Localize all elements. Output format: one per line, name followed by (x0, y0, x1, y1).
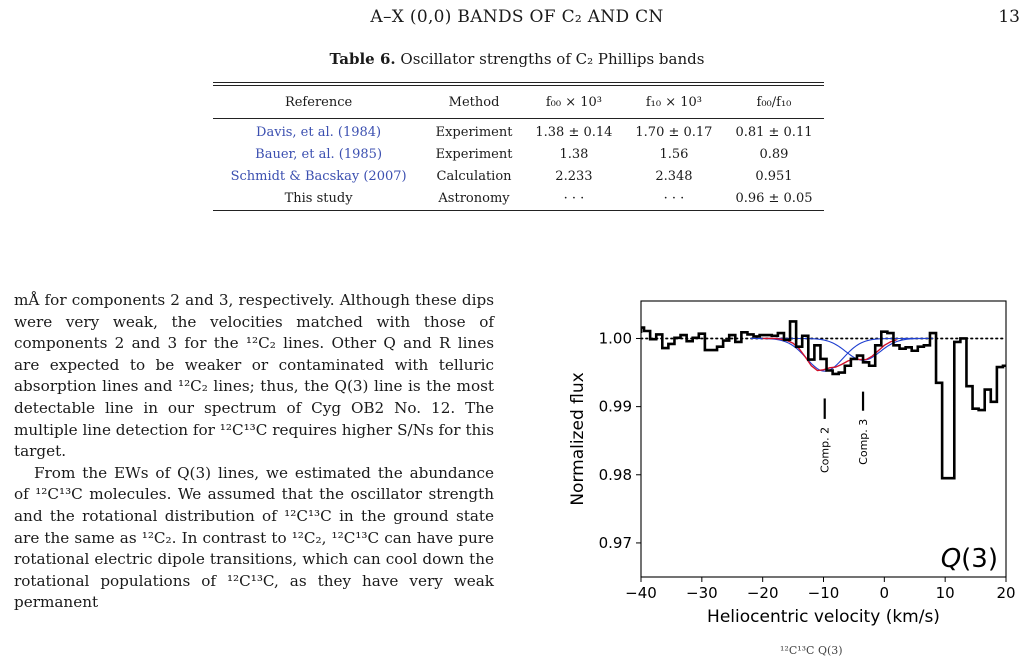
header-f00: f₀₀ × 10³ (545, 95, 602, 110)
table-cell: 0.951 (755, 169, 793, 184)
reference-link[interactable]: Schmidt & Bacskay (2007) (230, 169, 407, 184)
table-cell: 1.38 (559, 147, 589, 162)
header-ratio: f₀₀/f₁₀ (756, 95, 792, 110)
table-header-row: Reference Method f₀₀ × 10³ f₁₀ × 10³ f₀₀… (213, 86, 824, 118)
table-row: This study Astronomy · · · · · · 0.96 ± … (213, 188, 824, 210)
x-tick-label: 0 (880, 584, 890, 602)
paragraph: From the EWs of Q(3) lines, we estimated… (14, 463, 494, 612)
y-tick-label: 0.97 (599, 534, 632, 552)
y-tick-label: 0.98 (599, 466, 632, 484)
observed-spectrum (641, 320, 1006, 480)
table-cell: · · · (663, 191, 685, 206)
table-cell: Experiment (435, 147, 513, 162)
component-label: Comp. 2 (819, 427, 832, 473)
x-tick-label: 10 (936, 584, 955, 602)
running-head: A–X (0,0) BANDS OF C₂ AND CN 13 (0, 7, 1034, 31)
table-row: Schmidt & Bacskay (2007) Calculation 2.2… (213, 166, 824, 188)
y-axis-label: Normalized flux (568, 372, 588, 505)
table-row: Bauer, et al. (1985) Experiment 1.38 1.5… (213, 144, 824, 166)
body-text: mÅ for components 2 and 3, respectively.… (14, 290, 494, 614)
reference-link[interactable]: Davis, et al. (1984) (256, 125, 382, 140)
x-axis-label: Heliocentric velocity (km/s) (707, 607, 940, 627)
table-caption: Table 6. Oscillator strengths of C₂ Phil… (0, 50, 1034, 68)
component-profile-2 (750, 337, 933, 372)
x-tick-label: 20 (996, 584, 1015, 602)
table-cell: Astronomy (438, 191, 510, 206)
panel-label-index: (3) (961, 544, 998, 574)
oscillator-strength-table: Reference Method f₀₀ × 10³ f₁₀ × 10³ f₀₀… (213, 82, 824, 211)
table-cell: 1.38 ± 0.14 (535, 125, 613, 140)
y-tick-label: 0.99 (599, 398, 632, 416)
x-tick-label: −10 (808, 584, 840, 602)
header-method: Method (448, 95, 500, 110)
page-number: 13 (998, 7, 1020, 27)
paragraph: mÅ for components 2 and 3, respectively.… (14, 291, 494, 461)
header-reference: Reference (284, 95, 353, 110)
table-cell: · · · (563, 191, 585, 206)
x-tick-label: −40 (625, 584, 657, 602)
component-label: Comp. 3 (857, 419, 870, 465)
table: Reference Method f₀₀ × 10³ f₁₀ × 10³ f₀₀… (213, 86, 824, 210)
table-caption-label: Table 6. (329, 50, 396, 68)
table-cell: 1.56 (659, 147, 689, 162)
figure: Comp. 2 Comp. 3 −40 −30 −20 −10 0 10 20 0.97 0.98 0… (560, 286, 1030, 662)
table-bottom-rule (213, 210, 824, 211)
table-cell: Calculation (436, 169, 512, 184)
table-cell: 0.81 ± 0.11 (735, 125, 813, 140)
figure-caption-fragment: ¹²C¹³C Q(3) (780, 644, 843, 657)
panel-label-letter: Q (941, 544, 961, 574)
running-title: A–X (0,0) BANDS OF C₂ AND CN (370, 7, 664, 27)
table-top-rule (213, 82, 824, 86)
table-cell: 2.233 (555, 169, 593, 184)
table-cell: 0.96 ± 0.05 (735, 191, 813, 206)
q3-spectrum-chart: Comp. 2 Comp. 3 −40 −30 −20 −10 0 10 20 0.97 0.98 0… (568, 300, 1016, 627)
panel-label: Q(3) (941, 544, 998, 574)
table-cell: 1.70 ± 0.17 (635, 125, 713, 140)
table-cell: This study (284, 191, 353, 206)
table-header-rule (213, 118, 824, 119)
table-cell: Experiment (435, 125, 513, 140)
reference-link[interactable]: Bauer, et al. (1985) (255, 147, 383, 162)
table-row: Davis, et al. (1984) Experiment 1.38 ± 0… (213, 119, 824, 144)
y-tick-label: 1.00 (599, 329, 632, 347)
table-cell: 2.348 (655, 169, 693, 184)
header-f10: f₁₀ × 10³ (645, 95, 702, 110)
x-tick-label: −30 (686, 584, 718, 602)
table-caption-text: Oscillator strengths of C₂ Phillips band… (400, 50, 705, 68)
table-cell: 0.89 (759, 147, 789, 162)
x-tick-label: −20 (747, 584, 779, 602)
